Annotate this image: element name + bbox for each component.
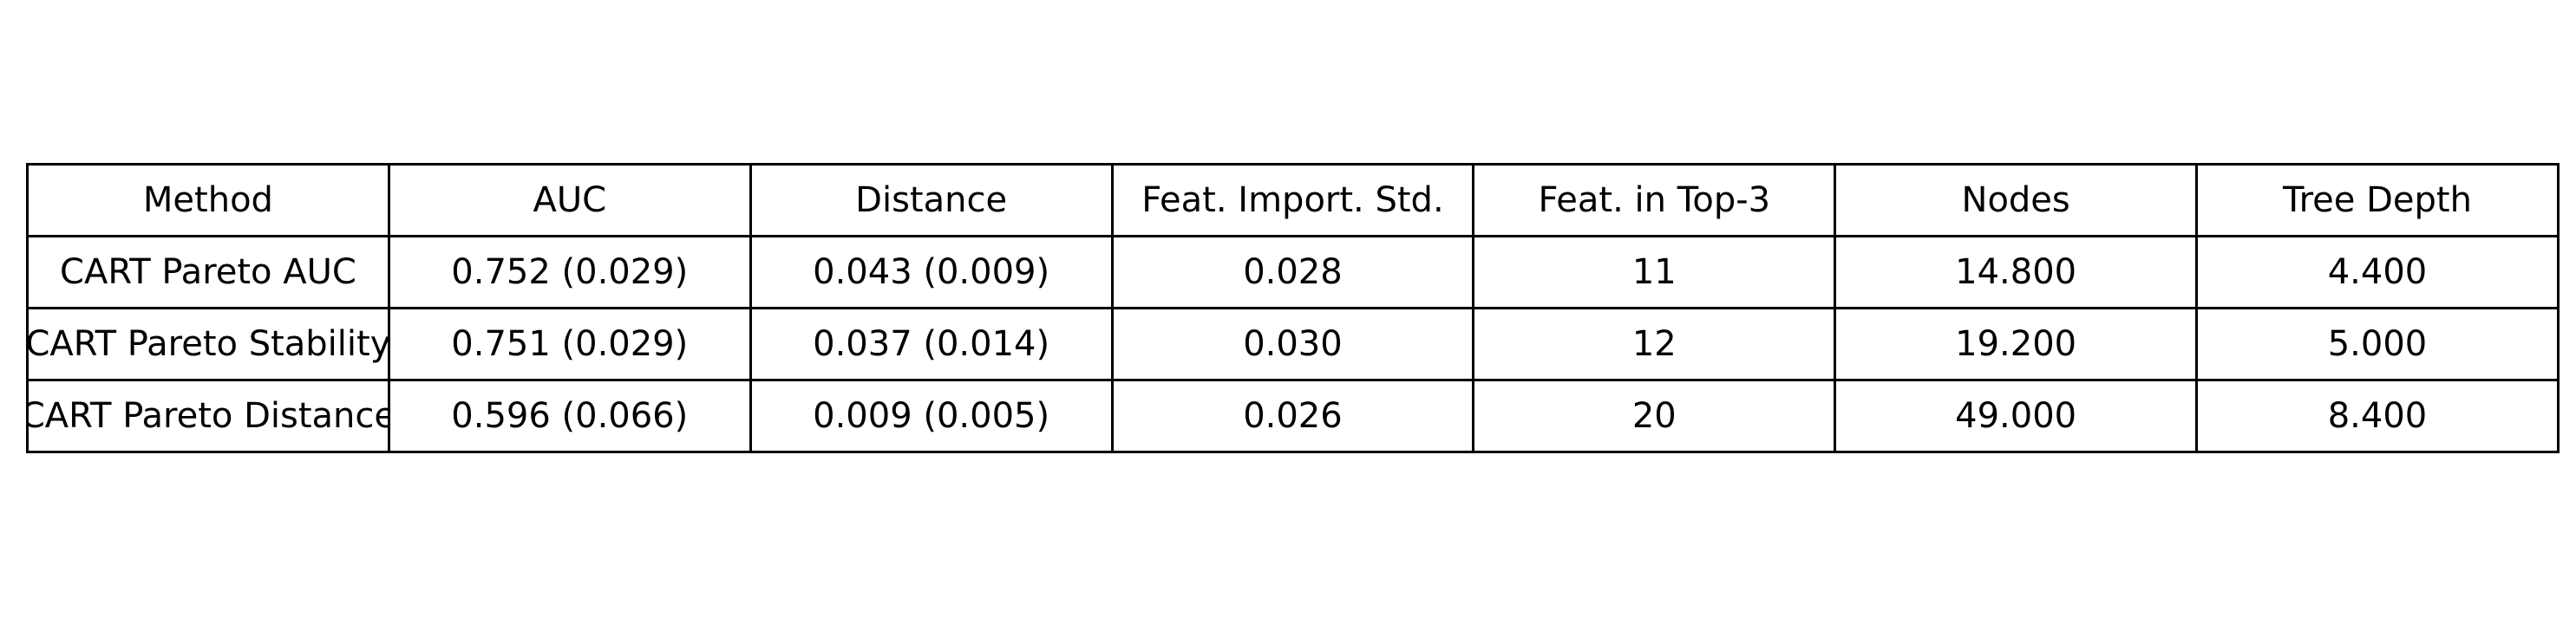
cell-text: 14.800 — [1955, 252, 2077, 292]
cell-text: CART Pareto Stability — [27, 324, 389, 364]
cell-text: 8.400 — [2327, 396, 2428, 436]
header-label-nodes: Nodes — [1961, 180, 2070, 220]
table-row: CART Pareto Distance 0.596 (0.066) 0.009… — [26, 379, 2560, 453]
cell-text: 0.037 (0.014) — [813, 324, 1050, 364]
header-cell-method: Method — [26, 163, 390, 237]
table-cell: 14.800 — [1834, 235, 2199, 309]
table-cell: CART Pareto Distance — [26, 379, 390, 453]
header-label-auc: AUC — [533, 180, 607, 220]
cell-text: 19.200 — [1955, 324, 2077, 364]
table-cell: CART Pareto AUC — [26, 235, 390, 309]
results-table-container: Method AUC Distance Feat. Import. Std. F… — [26, 163, 2560, 453]
cell-text: 0.028 — [1243, 252, 1343, 292]
table-cell: 0.026 — [1110, 379, 1475, 453]
header-cell-feat-import-std: Feat. Import. Std. — [1110, 163, 1475, 237]
header-label-feat-in-top3: Feat. in Top-3 — [1538, 180, 1771, 220]
table-cell: 11 — [1472, 235, 1837, 309]
cell-text: 0.009 (0.005) — [813, 396, 1050, 436]
cell-text: CART Pareto AUC — [60, 252, 356, 292]
table-cell: 20 — [1472, 379, 1837, 453]
cell-text: 0.596 (0.066) — [451, 396, 689, 436]
table-row: CART Pareto Stability 0.751 (0.029) 0.03… — [26, 307, 2560, 381]
table-cell: 0.030 — [1110, 307, 1475, 381]
table-cell: 0.751 (0.029) — [387, 307, 752, 381]
cell-text: 5.000 — [2327, 324, 2428, 364]
header-label-distance: Distance — [855, 180, 1008, 220]
cell-text: 0.030 — [1243, 324, 1343, 364]
table-cell: 5.000 — [2195, 307, 2560, 381]
table-cell: 19.200 — [1834, 307, 2199, 381]
table-cell: CART Pareto Stability — [26, 307, 390, 381]
results-table: Method AUC Distance Feat. Import. Std. F… — [26, 163, 2560, 453]
header-label-feat-import-std: Feat. Import. Std. — [1141, 180, 1444, 220]
table-cell: 0.037 (0.014) — [749, 307, 1114, 381]
header-cell-feat-in-top3: Feat. in Top-3 — [1472, 163, 1837, 237]
header-label-tree-depth: Tree Depth — [2283, 180, 2472, 220]
header-label-method: Method — [142, 180, 273, 220]
cell-text: 0.751 (0.029) — [451, 324, 689, 364]
cell-text: 4.400 — [2327, 252, 2428, 292]
header-cell-nodes: Nodes — [1834, 163, 2199, 237]
table-cell: 4.400 — [2195, 235, 2560, 309]
cell-text: 11 — [1631, 252, 1677, 292]
table-row: CART Pareto AUC 0.752 (0.029) 0.043 (0.0… — [26, 235, 2560, 309]
table-cell: 0.752 (0.029) — [387, 235, 752, 309]
cell-text: CART Pareto Distance — [27, 396, 389, 436]
cell-text: 20 — [1631, 396, 1677, 436]
table-cell: 0.596 (0.066) — [387, 379, 752, 453]
header-row: Method AUC Distance Feat. Import. Std. F… — [26, 163, 2560, 237]
cell-text: 0.043 (0.009) — [813, 252, 1050, 292]
table-cell: 49.000 — [1834, 379, 2199, 453]
cell-text: 12 — [1631, 324, 1677, 364]
header-cell-tree-depth: Tree Depth — [2195, 163, 2560, 237]
cell-text: 0.026 — [1243, 396, 1343, 436]
cell-text: 49.000 — [1955, 396, 2077, 436]
table-cell: 0.028 — [1110, 235, 1475, 309]
cell-text: 0.752 (0.029) — [451, 252, 689, 292]
header-cell-auc: AUC — [387, 163, 752, 237]
table-cell: 0.043 (0.009) — [749, 235, 1114, 309]
table-cell: 12 — [1472, 307, 1837, 381]
header-cell-distance: Distance — [749, 163, 1114, 237]
table-cell: 0.009 (0.005) — [749, 379, 1114, 453]
table-cell: 8.400 — [2195, 379, 2560, 453]
